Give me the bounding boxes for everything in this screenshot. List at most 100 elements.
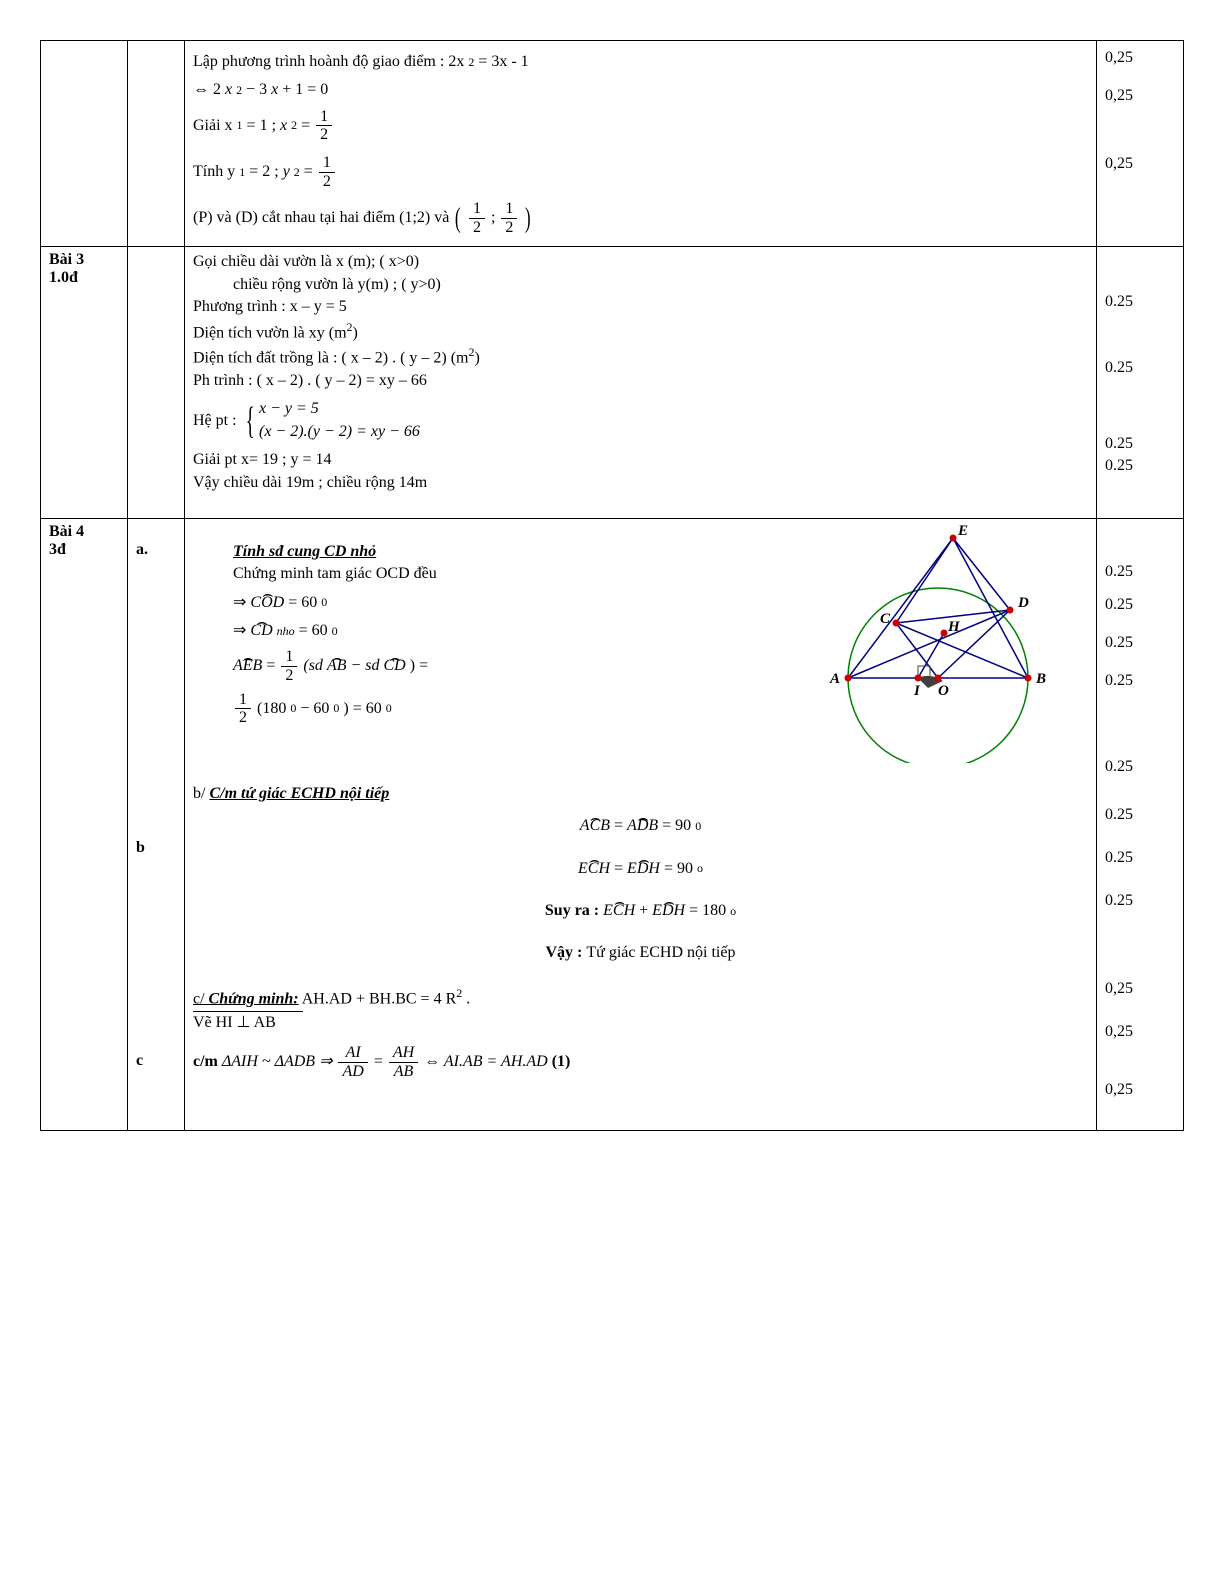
arc-notation: ACB [580,815,610,837]
score: 0.25 [1105,672,1175,690]
subscript: nho [277,623,295,640]
text: Tính y [193,161,235,183]
numerator: 1 [316,108,332,127]
point-label: O [938,683,949,699]
superscript: 0 [332,623,338,640]
table-row: Lập phương trình hoành độ giao điểm : 2x… [41,41,1184,247]
score: 0.25 [1105,849,1175,867]
score: 0,25 [1105,87,1175,105]
text: Diện tích vườn là xy (m [193,324,347,341]
text: − sd [350,655,379,677]
text: + [639,900,648,922]
text: Hệ pt : [193,410,237,432]
text: ⇒ [233,592,246,614]
score: 0.25 [1105,359,1175,377]
point-label: C [880,611,891,627]
arc-notation: CD [384,655,406,677]
text: = [301,115,310,137]
subscript: 2 [294,164,300,181]
point-label: I [913,683,921,699]
text: c/ [193,990,209,1007]
text: = [374,1051,383,1073]
content-cell: Gọi chiều dài vườn là x (m); ( x>0) chiề… [185,247,1097,519]
numerator: 1 [281,648,297,667]
text: − 3 [246,79,267,101]
denominator: 2 [319,173,335,191]
superscript: 2 [468,54,474,71]
sub-cell [128,247,185,519]
denominator: AD [338,1063,367,1081]
section-title: C/m tứ giác ECHD nội tiếp [209,785,389,802]
section-title-line: b/ C/m tứ giác ECHD nội tiếp [193,783,1088,805]
paren-close-icon: ) [525,204,531,233]
subpart-label: c [136,1052,176,1070]
denominator: 2 [281,667,297,685]
text: = [266,655,275,677]
text-line: Gọi chiều dài vườn là x (m); ( x>0) [193,251,1088,273]
equation-line: ⇒ CDnho = 600 [233,620,768,642]
denominator: 2 [469,219,485,237]
page: Lập phương trình hoành độ giao điểm : 2x… [40,40,1184,1131]
text: (180 [257,698,286,720]
numerator: AI [338,1044,367,1063]
score: 0,25 [1105,1023,1175,1041]
numerator: AH [389,1044,418,1063]
score-cell: 0.25 0.25 0.25 0.25 [1097,247,1184,519]
subscript: 1 [237,117,243,134]
fraction: 12 [316,108,332,144]
geometry-svg: E D C H A I O B [788,523,1088,763]
text: = [304,161,313,183]
text-line: Vẽ HI ⊥ AB [193,1012,1088,1034]
sub-cell [128,41,185,247]
fraction: 12 [501,200,517,236]
score: 0,25 [1105,1081,1175,1099]
label-cell: Bài 3 1.0đ [41,247,128,519]
score: 0.25 [1105,457,1175,475]
text-line: Diện tích vườn là xy (m2) [193,319,1088,345]
problem-label: Bài 3 [49,251,119,269]
fraction: 12 [281,648,297,684]
text: ) [475,350,480,367]
equation-line: ⇔ 2x2 − 3x + 1 = 0 [193,79,1088,101]
denominator: 2 [316,126,332,144]
equation-line: c/m ΔAIH ~ ΔADB ⇒ AIAD = AHAB ⇔ AI.AB = … [193,1044,1088,1080]
superscript: 0 [695,818,701,835]
text: = 3x - 1 [478,51,528,73]
problem-label: Bài 4 [49,523,119,541]
denominator: 2 [501,219,517,237]
text-line: Vậy : Tứ giác ECHD nội tiếp [193,942,1088,964]
fraction: 12 [319,154,335,190]
text: Diện tích đất trồng là : ( x – 2) . ( y … [193,350,469,367]
superscript: 2 [236,82,242,99]
text: = 1 ; [247,115,276,137]
text: b/ [193,785,209,802]
text: = 180 [689,900,726,922]
text: + 1 = 0 [282,79,328,101]
section-title-line: c/ Chứng minh: AH.AD + BH.BC = 4 R2 . [193,985,1088,1011]
score: 0.25 [1105,758,1175,776]
label-cell [41,41,128,247]
equation-line: ⇒ COD = 600 [233,592,768,614]
subpart-label: a. [136,541,176,559]
problem-points: 3đ [49,541,119,559]
text: (sd [303,655,323,677]
fraction: AHAB [389,1044,418,1080]
equation-line: Giải x1 = 1 ; x2 = 12 [193,108,1088,144]
fraction: AIAD [338,1044,367,1080]
score: 0,25 [1105,980,1175,998]
text: ; [491,207,495,229]
arc-notation: ADB [627,815,658,837]
text-line: chiều rộng vườn là y(m) ; ( y>0) [233,274,1088,296]
text: Tứ giác ECHD nội tiếp [586,944,735,961]
text: Lập phương trình hoành độ giao điểm : 2x [193,51,464,73]
equation-line: Suy ra : ECH + EDH = 180o [193,900,1088,922]
score: 0.25 [1105,563,1175,581]
score-cell: 0.25 0.25 0.25 0.25 0.25 0.25 0.25 0.25 … [1097,518,1184,1130]
equation-line: Lập phương trình hoành độ giao điểm : 2x… [193,51,1088,73]
denominator: 2 [235,709,251,727]
text: = 60 [299,620,328,642]
score: 0,25 [1105,49,1175,67]
score: 0.25 [1105,892,1175,910]
arc-notation: ECH [578,858,610,880]
arc-notation: EDH [627,858,660,880]
